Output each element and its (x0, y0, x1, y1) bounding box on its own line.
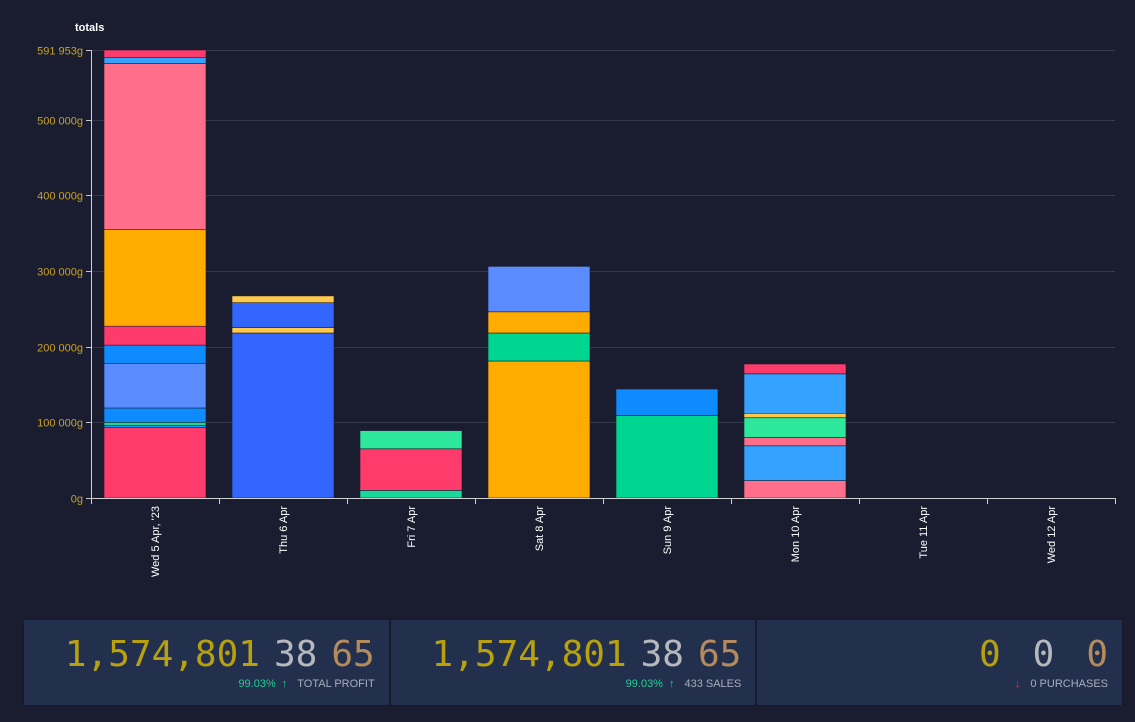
sales-label: 433 SALES (684, 678, 742, 690)
summary-panels: 1,574,801 38 65 99.03% ↑ TOTAL PROFIT 1,574,… (23, 619, 1124, 706)
arrow-up-icon: ↑ (281, 678, 288, 690)
x-tick-label: Sat 8 Apr (534, 506, 546, 552)
chart-title: totals (75, 22, 104, 34)
bar-segment (615, 388, 719, 416)
profit-copper: 65 (331, 634, 375, 675)
profit-silver: 38 (273, 634, 318, 675)
x-tick-label: Tue 11 Apr (918, 506, 930, 559)
totals-chart: totals 0g 100 000g 200 000g 300 000g 400 000… (37, 22, 1116, 577)
profit-footer: 99.03% ↑ TOTAL PROFIT (238, 678, 374, 690)
bar-segment (103, 362, 207, 409)
bar-segment (231, 295, 335, 303)
sales-copper: 65 (697, 634, 742, 675)
bar-segment (231, 302, 335, 329)
x-axis-ticks: Wed 5 Apr, '23 Thu 6 Apr Fri 7 Apr Sat 8 Ap… (150, 506, 1058, 577)
bar-segment (231, 327, 335, 334)
bar-segment (359, 448, 463, 491)
bar-segment (103, 57, 207, 64)
bar-segment (743, 363, 847, 375)
purchases-label: 0 PURCHASES (1030, 678, 1109, 690)
bar-segment (103, 344, 207, 364)
bar-segment (487, 360, 591, 499)
bar-segment (103, 49, 207, 58)
y-axis-ticks: 0g 100 000g 200 000g 300 000g 400 000g 500 00… (37, 46, 83, 506)
axes (91, 50, 1116, 504)
bar-segment (103, 421, 207, 426)
profit-amount: 1,574,801 38 65 (65, 635, 375, 675)
bar-segment (231, 332, 335, 499)
purchases-gold: 0 (978, 634, 1001, 675)
bar-segment (743, 445, 847, 481)
bar-segment (103, 424, 207, 428)
y-tick-label: 0g (71, 494, 83, 506)
purchases-copper: 0 (1086, 634, 1109, 675)
purchases-silver: 0 (1032, 634, 1055, 675)
bar-segment (359, 490, 463, 499)
x-tick-label: Fri 7 Apr (406, 506, 418, 548)
y-tick-label: 591 953g (37, 46, 83, 58)
sales-silver: 38 (640, 634, 684, 675)
sales-panel: 1,574,801 38 65 99.03% ↑ 433 SALES (389, 619, 757, 706)
y-tick-label: 100 000g (37, 418, 83, 430)
y-tick-label: 500 000g (37, 116, 83, 128)
arrow-down-icon: ↓ (1014, 678, 1021, 690)
bar-segment (359, 430, 463, 450)
sales-gold: 1,574,801 (431, 634, 627, 675)
profit-gold: 1,574,801 (64, 634, 260, 675)
profit-label: TOTAL PROFIT (297, 678, 375, 690)
bar-segment (743, 437, 847, 447)
sales-amount: 1,574,801 38 65 (432, 635, 742, 675)
profit-change: 99.03% (238, 678, 276, 690)
bar-segment (103, 325, 207, 346)
bar-segment (487, 311, 591, 334)
arrow-up-icon: ↑ (668, 678, 675, 690)
sales-footer: 99.03% ↑ 433 SALES (626, 678, 742, 690)
sales-change: 99.03% (625, 678, 663, 690)
bar-segment (103, 407, 207, 423)
bar-segment (743, 480, 847, 499)
x-tick-label: Wed 5 Apr, '23 (150, 506, 162, 577)
bar-segment (103, 427, 207, 499)
x-tick-label: Mon 10 Apr (790, 506, 802, 563)
y-tick-label: 400 000g (37, 191, 83, 203)
x-tick-label: Wed 12 Apr (1046, 506, 1058, 564)
bar-segment (615, 415, 719, 499)
y-tick-label: 200 000g (37, 343, 83, 355)
y-tick-label: 300 000g (37, 267, 83, 279)
bar-segment (487, 266, 591, 313)
x-tick-label: Sun 9 Apr (662, 506, 674, 555)
purchases-footer: ↓ 0 PURCHASES (1015, 678, 1108, 690)
bar-segment (743, 417, 847, 438)
bar-segment (103, 63, 207, 230)
x-tick-label: Thu 6 Apr (278, 506, 290, 554)
bar-segment (743, 373, 847, 414)
bar-segment (103, 229, 207, 327)
bar-segment (487, 332, 591, 362)
bar-segment (743, 412, 847, 419)
total-profit-panel: 1,574,801 38 65 99.03% ↑ TOTAL PROFIT (23, 619, 390, 706)
bar-stacks (103, 49, 847, 499)
